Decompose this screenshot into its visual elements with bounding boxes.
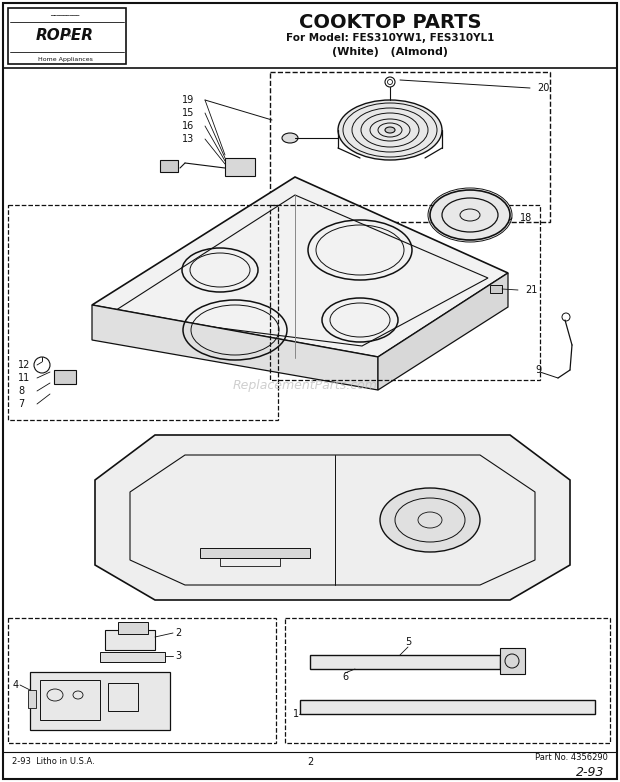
Polygon shape bbox=[95, 435, 570, 600]
Bar bbox=[270, 72, 550, 222]
Bar bbox=[8, 8, 126, 64]
Bar bbox=[8, 618, 276, 743]
Text: 11: 11 bbox=[18, 373, 30, 383]
Text: 21: 21 bbox=[525, 285, 538, 295]
Text: ReplacementParts.com: ReplacementParts.com bbox=[232, 378, 378, 392]
Text: 16: 16 bbox=[182, 121, 194, 131]
Text: 2: 2 bbox=[307, 757, 313, 767]
Ellipse shape bbox=[338, 100, 442, 160]
Text: 20: 20 bbox=[537, 83, 549, 93]
Text: 15: 15 bbox=[182, 108, 194, 118]
Bar bbox=[160, 160, 178, 172]
Polygon shape bbox=[378, 273, 508, 390]
Text: 18: 18 bbox=[520, 213, 532, 223]
Bar bbox=[8, 205, 278, 420]
Bar bbox=[270, 205, 540, 380]
Text: 2-93  Litho in U.S.A.: 2-93 Litho in U.S.A. bbox=[12, 758, 95, 766]
Bar bbox=[500, 648, 525, 674]
Bar bbox=[54, 370, 76, 384]
Bar bbox=[225, 158, 255, 176]
Text: ™: ™ bbox=[65, 34, 72, 40]
Bar bbox=[100, 652, 165, 662]
Text: For Model: FES310YW1, FES310YL1: For Model: FES310YW1, FES310YL1 bbox=[286, 33, 494, 43]
Bar bbox=[105, 630, 155, 650]
Text: COOKTOP PARTS: COOKTOP PARTS bbox=[299, 13, 481, 31]
Bar bbox=[300, 700, 595, 714]
Text: 2-93: 2-93 bbox=[576, 766, 604, 779]
Ellipse shape bbox=[282, 133, 298, 143]
Text: 13: 13 bbox=[182, 134, 194, 144]
Bar bbox=[108, 683, 138, 711]
Bar bbox=[30, 672, 170, 730]
Text: 6: 6 bbox=[342, 672, 348, 682]
Text: ROPER: ROPER bbox=[36, 27, 94, 42]
Bar bbox=[490, 285, 502, 293]
Text: 12: 12 bbox=[18, 360, 30, 370]
Text: 4: 4 bbox=[13, 680, 19, 690]
Polygon shape bbox=[92, 177, 508, 357]
Text: ─────────: ───────── bbox=[50, 15, 79, 20]
Text: 19: 19 bbox=[182, 95, 194, 105]
Text: 7: 7 bbox=[18, 399, 24, 409]
Text: 8: 8 bbox=[18, 386, 24, 396]
Polygon shape bbox=[200, 548, 310, 558]
Text: 5: 5 bbox=[405, 637, 411, 647]
Text: 3: 3 bbox=[175, 651, 181, 661]
Bar bbox=[285, 618, 610, 743]
Text: 1: 1 bbox=[293, 709, 299, 719]
Ellipse shape bbox=[380, 488, 480, 552]
Polygon shape bbox=[92, 305, 378, 390]
Bar bbox=[40, 680, 100, 720]
Bar bbox=[28, 690, 36, 708]
Text: Home Appliances: Home Appliances bbox=[38, 56, 92, 62]
Text: 9: 9 bbox=[535, 365, 541, 375]
Text: 2: 2 bbox=[175, 628, 181, 638]
Text: (White)   (Almond): (White) (Almond) bbox=[332, 47, 448, 57]
Bar bbox=[310, 655, 500, 669]
Text: Part No. 4356290: Part No. 4356290 bbox=[535, 754, 608, 762]
Ellipse shape bbox=[430, 190, 510, 240]
Bar bbox=[118, 622, 148, 634]
Bar bbox=[220, 558, 280, 566]
Ellipse shape bbox=[385, 127, 395, 133]
